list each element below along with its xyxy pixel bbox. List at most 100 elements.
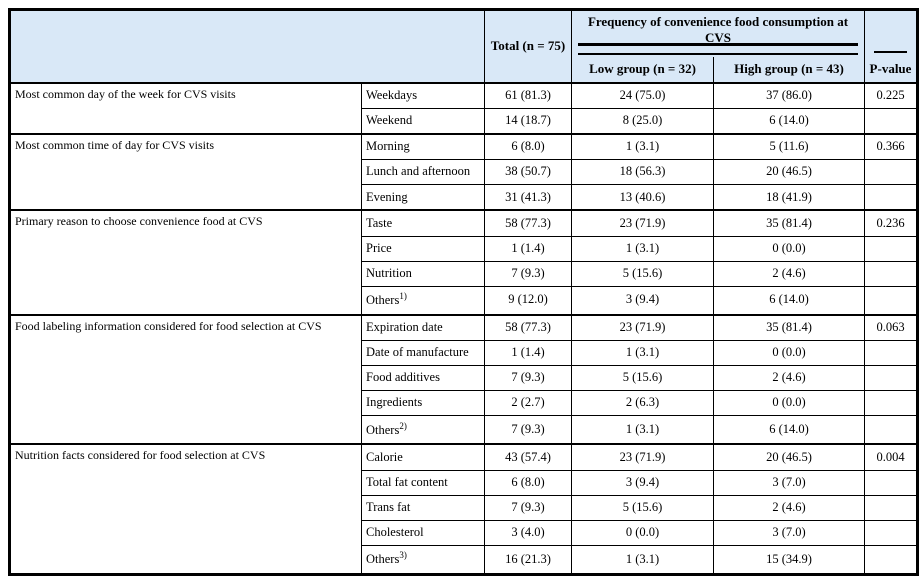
low-value-cell: 1 (3.1)	[571, 340, 714, 367]
low-value-cell: 24 (75.0)	[571, 81, 714, 109]
total-value-cell: 14 (18.7)	[484, 107, 572, 135]
high-value-cell: 3 (7.0)	[713, 469, 865, 496]
pvalue-cell	[864, 544, 918, 576]
pvalue-cell	[864, 390, 918, 417]
low-value-cell: 8 (25.0)	[571, 107, 714, 135]
subcategory-cell: Cholesterol	[361, 519, 485, 546]
low-value-cell: 0 (0.0)	[571, 519, 714, 546]
subcategory-label: Others	[366, 552, 400, 567]
table-row: Ingredients 2 (2.7) 2 (6.3) 0 (0.0)	[10, 390, 918, 417]
low-value-cell: 3 (9.4)	[571, 469, 714, 496]
table-row: Others1) 9 (12.0) 3 (9.4) 6 (14.0)	[10, 285, 918, 316]
high-value-cell: 20 (46.5)	[713, 443, 865, 471]
table-row: Most common day of the week for CVS visi…	[9, 81, 918, 135]
total-value-cell: 38 (50.7)	[484, 159, 572, 186]
total-value-cell: 3 (4.0)	[484, 519, 572, 546]
total-value-cell: 7 (9.3)	[484, 415, 572, 445]
category-cell: Primary reason to choose convenience foo…	[9, 209, 362, 316]
table-row: Nutrition 7 (9.3) 5 (15.6) 2 (4.6)	[10, 260, 918, 287]
subcategory-cell: Morning	[361, 132, 485, 161]
subcategory-cell: Others1)	[361, 285, 485, 316]
pvalue-cell	[864, 159, 918, 186]
high-value-cell: 20 (46.5)	[713, 159, 865, 186]
subcategory-cell: Ingredients	[361, 390, 485, 417]
header-high-group: High group (n = 43)	[713, 56, 865, 84]
table-row: Others3) 16 (21.3) 1 (3.1) 15 (34.9)	[10, 544, 918, 576]
low-value-cell: 2 (6.3)	[571, 390, 714, 417]
low-value-cell: 23 (71.9)	[571, 209, 714, 237]
footnote-marker: 1)	[399, 291, 407, 302]
pvalue-cell	[864, 469, 918, 496]
pvalue-cell	[864, 340, 918, 367]
subcategory-cell: Weekdays	[361, 81, 485, 109]
high-value-cell: 2 (4.6)	[713, 365, 865, 392]
subcategory-cell: Others2)	[361, 415, 485, 445]
table-row: Trans fat 7 (9.3) 5 (15.6) 2 (4.6)	[10, 494, 918, 521]
statistics-table: Total (n = 75) Frequency of convenience …	[8, 8, 919, 576]
low-value-cell: 1 (3.1)	[571, 132, 714, 161]
double-rule-divider	[578, 42, 858, 55]
pvalue-cell	[864, 260, 918, 287]
high-value-cell: 5 (11.6)	[713, 132, 865, 161]
header-pvalue: P-value	[864, 56, 918, 84]
total-value-cell: 1 (1.4)	[484, 340, 572, 367]
subcategory-cell: Evening	[361, 184, 485, 211]
table-row: Food labeling information considered for…	[9, 313, 918, 445]
total-value-cell: 58 (77.3)	[484, 209, 572, 237]
category-cell: Food labeling information considered for…	[9, 313, 362, 445]
total-value-cell: 16 (21.3)	[484, 544, 572, 576]
subcategory-cell: Date of manufacture	[361, 340, 485, 367]
low-value-cell: 1 (3.1)	[571, 544, 714, 576]
total-value-cell: 6 (8.0)	[484, 132, 572, 161]
high-value-cell: 0 (0.0)	[713, 235, 865, 262]
pvalue-cell	[864, 365, 918, 392]
header-frequency-label: Frequency of convenience food consumptio…	[587, 14, 849, 46]
subcategory-cell: Expiration date	[361, 313, 485, 342]
low-value-cell: 1 (3.1)	[571, 235, 714, 262]
subcategory-cell: Food additives	[361, 365, 485, 392]
high-value-cell: 2 (4.6)	[713, 260, 865, 287]
header-pvalue-top-cell	[864, 9, 918, 57]
subcategory-cell: Lunch and afternoon	[361, 159, 485, 186]
pvalue-cell	[864, 494, 918, 521]
total-value-cell: 7 (9.3)	[484, 260, 572, 287]
header-total: Total (n = 75)	[484, 9, 572, 84]
high-value-cell: 3 (7.0)	[713, 519, 865, 546]
header-empty-cell	[9, 9, 485, 84]
pvalue-cell	[864, 285, 918, 316]
pvalue-cell: 0.236	[864, 209, 918, 237]
total-value-cell: 1 (1.4)	[484, 235, 572, 262]
low-value-cell: 5 (15.6)	[571, 260, 714, 287]
low-value-cell: 5 (15.6)	[571, 365, 714, 392]
pvalue-cell	[864, 107, 918, 135]
high-value-cell: 0 (0.0)	[713, 390, 865, 417]
high-value-cell: 6 (14.0)	[713, 107, 865, 135]
footnote-marker: 3)	[399, 550, 407, 561]
high-value-cell: 6 (14.0)	[713, 415, 865, 445]
total-value-cell: 9 (12.0)	[484, 285, 572, 316]
subcategory-cell: Others3)	[361, 544, 485, 576]
table-row: Others2) 7 (9.3) 1 (3.1) 6 (14.0)	[10, 415, 918, 445]
single-rule-divider	[874, 50, 907, 53]
high-value-cell: 18 (41.9)	[713, 184, 865, 211]
total-value-cell: 7 (9.3)	[484, 365, 572, 392]
table-row: Date of manufacture 1 (1.4) 1 (3.1) 0 (0…	[10, 340, 918, 367]
subcategory-cell: Trans fat	[361, 494, 485, 521]
table-row: Nutrition facts considered for food sele…	[9, 443, 918, 576]
low-value-cell: 5 (15.6)	[571, 494, 714, 521]
low-value-cell: 23 (71.9)	[571, 443, 714, 471]
high-value-cell: 35 (81.4)	[713, 209, 865, 237]
total-value-cell: 31 (41.3)	[484, 184, 572, 211]
subcategory-cell: Nutrition	[361, 260, 485, 287]
pvalue-cell: 0.063	[864, 313, 918, 342]
table-row: Most common time of day for CVS visits M…	[9, 132, 918, 211]
header-low-group: Low group (n = 32)	[571, 56, 714, 84]
subcategory-cell: Total fat content	[361, 469, 485, 496]
low-value-cell: 23 (71.9)	[571, 313, 714, 342]
pvalue-cell	[864, 519, 918, 546]
footnote-marker: 2)	[399, 420, 407, 431]
pvalue-cell	[864, 184, 918, 211]
high-value-cell: 6 (14.0)	[713, 285, 865, 316]
header-row-top: Total (n = 75) Frequency of convenience …	[9, 9, 918, 84]
pvalue-cell	[864, 235, 918, 262]
